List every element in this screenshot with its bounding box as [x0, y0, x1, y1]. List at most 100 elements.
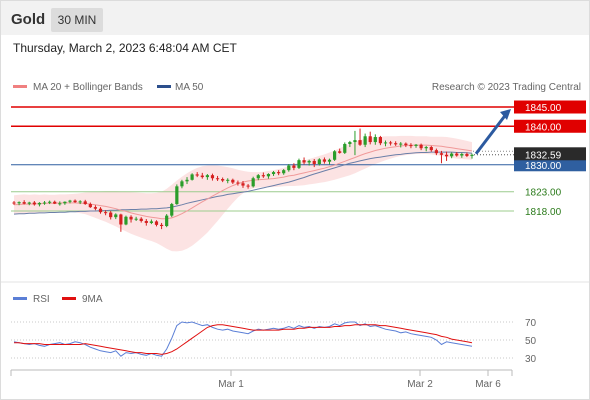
candle-body — [73, 200, 77, 203]
candle-body — [139, 218, 143, 222]
candle-body — [327, 159, 332, 162]
level-badge-1845.00 — [514, 100, 586, 114]
x-tick-label: Mar 6 — [475, 379, 501, 390]
rsi-line — [13, 321, 473, 357]
candle-body — [292, 165, 296, 168]
candle-body — [98, 208, 103, 213]
candle-body — [124, 216, 128, 225]
chart-header: Gold 30 MIN — [1, 1, 589, 35]
candle-body — [444, 154, 449, 157]
price-overlay: 1832.59 — [473, 109, 586, 161]
candle-body — [455, 153, 459, 156]
rsi-legend-label: RSI — [33, 294, 50, 305]
candle-body — [409, 145, 413, 147]
x-axis-labels: Mar 1 Mar 2 Mar 6 — [218, 370, 501, 390]
candle-body — [373, 137, 377, 143]
candle-body — [439, 153, 444, 155]
research-credit: Research © 2023 Trading Central — [432, 82, 581, 93]
candle-body — [338, 151, 342, 153]
candle-body — [58, 203, 62, 205]
ma50-legend-swatch — [157, 85, 171, 88]
candle-body — [394, 143, 398, 145]
candle-body — [307, 160, 311, 163]
candle-body — [63, 201, 67, 204]
rsi-tick-70: 70 — [525, 318, 537, 329]
candle-body — [170, 204, 174, 216]
candle-body — [363, 136, 367, 145]
candle-body — [22, 202, 26, 204]
candle-body — [12, 202, 16, 204]
candle-body — [88, 204, 92, 208]
level-label-1830.00: 1830.00 — [525, 161, 562, 172]
candle-body — [165, 215, 169, 227]
candle-body — [333, 151, 337, 160]
level-badge-1840.00 — [514, 119, 586, 133]
candle-body — [17, 202, 21, 204]
candle-body — [93, 207, 98, 209]
level-label-1818.00: 1818.00 — [525, 207, 562, 218]
candle-body — [287, 165, 291, 171]
candle-body — [312, 160, 316, 165]
ma20-legend-swatch — [13, 85, 27, 88]
ma9-legend-label: 9MA — [82, 294, 103, 305]
bollinger-bands — [14, 135, 472, 252]
bollinger-band-area — [14, 135, 472, 252]
candle-body — [404, 143, 408, 146]
candle-body — [190, 174, 194, 180]
target-arrow-head — [500, 109, 511, 120]
rsi-9ma-line — [14, 324, 473, 355]
candle-body — [144, 221, 148, 223]
candle-body — [302, 160, 306, 163]
candle-body — [465, 153, 469, 156]
candle-body — [378, 137, 382, 144]
candle-body — [175, 186, 179, 205]
candle-body — [221, 179, 225, 181]
candle-body — [383, 142, 388, 144]
candle-body — [27, 202, 31, 204]
candle-body — [48, 201, 52, 203]
level-label-1840.00: 1840.00 — [525, 122, 562, 133]
rsi-panel: 70 50 30 — [11, 318, 537, 365]
ma9-legend-swatch — [62, 297, 76, 300]
candle-body — [200, 175, 204, 178]
candle-body — [42, 202, 47, 204]
candle-body — [450, 153, 454, 157]
candle-body — [129, 216, 133, 220]
level-label-1823.00: 1823.00 — [525, 188, 562, 199]
candle-body — [266, 174, 271, 177]
candle-body — [277, 172, 281, 174]
candle-body — [353, 140, 357, 143]
candle-body — [37, 202, 42, 205]
candle-body — [114, 214, 118, 218]
candle-body — [210, 175, 215, 179]
timeframe-button[interactable]: 30 MIN — [51, 8, 103, 32]
level-label-1845.00: 1845.00 — [525, 103, 562, 114]
candle-body — [180, 181, 184, 187]
candle-body — [241, 183, 245, 186]
x-tick-label: Mar 2 — [407, 379, 433, 390]
candle-body — [429, 147, 433, 151]
candle-body — [149, 221, 153, 223]
candle-body — [317, 159, 321, 165]
symbol-title: Gold — [11, 11, 46, 28]
rsi-tick-30: 30 — [525, 354, 537, 365]
candle-body — [368, 136, 372, 143]
candle-body — [78, 201, 82, 203]
candle-body — [251, 178, 255, 187]
candle-body — [53, 201, 57, 204]
candle-body — [32, 202, 36, 205]
candle-body — [414, 144, 418, 146]
x-tick-label: Mar 1 — [218, 379, 244, 390]
candle-body — [246, 185, 250, 187]
last-price-label: 1832.59 — [525, 150, 562, 161]
candle-body — [104, 212, 108, 214]
candlesticks — [12, 128, 474, 232]
candle-body — [282, 170, 286, 174]
candle-body — [460, 153, 464, 156]
candle-body — [185, 179, 189, 182]
ma50-legend-label: MA 50 — [175, 82, 204, 93]
last-price-badge — [514, 147, 586, 161]
candle-body — [424, 147, 428, 149]
price-levels: 1845.00 1840.00 1830.00 1823.00 1818.00 — [11, 100, 586, 218]
